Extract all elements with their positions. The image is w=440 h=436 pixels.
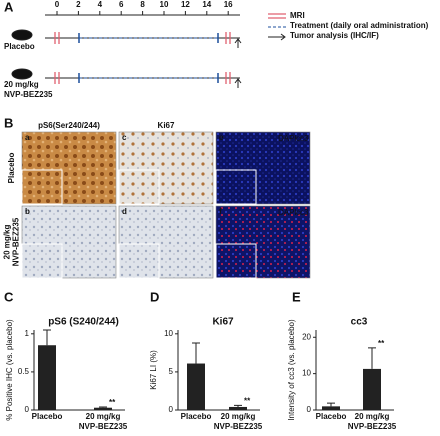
tile-image xyxy=(21,131,117,205)
time-tick-label: 4 xyxy=(98,0,103,9)
y-axis-label: % Positive IHC (vs. placebo) xyxy=(5,319,14,421)
timeline-layout xyxy=(11,13,286,88)
time-tick-label: 16 xyxy=(224,0,233,9)
tile-image xyxy=(118,205,214,279)
column-label: pS6(Ser240/244) xyxy=(38,121,100,130)
x-tick-label: 20 mg/kg xyxy=(221,412,256,421)
tile-image xyxy=(215,131,311,205)
y-tick-label: 0 xyxy=(25,405,30,414)
bar xyxy=(229,406,247,410)
panel-label: D xyxy=(150,289,159,304)
y-tick-label: 0.5 xyxy=(18,367,30,376)
tile-letter: d xyxy=(122,207,127,216)
panel-label: C xyxy=(4,289,14,304)
inset xyxy=(21,169,63,205)
time-tick-label: 12 xyxy=(181,0,190,9)
x-note: NVP-BEZ235 xyxy=(348,422,397,431)
row-label: Placebo xyxy=(7,153,16,184)
bar xyxy=(38,345,56,410)
significance: ** xyxy=(244,397,251,406)
mouse-icon xyxy=(11,29,33,41)
group-label: NVP-BEZ235 xyxy=(4,90,53,99)
stain-label: DAPI xyxy=(278,134,297,143)
column-label: Ki67 xyxy=(158,121,175,130)
y-tick-label: 0 xyxy=(169,405,174,414)
tile-letter: c xyxy=(122,133,127,142)
y-tick-label: 10 xyxy=(164,329,173,338)
tile-letter: a xyxy=(25,133,30,142)
analysis-arrows xyxy=(234,38,242,88)
y-tick-label: 20 xyxy=(302,332,311,341)
chart-title: cc3 xyxy=(351,317,368,328)
y-tick-label: 0 xyxy=(307,405,312,414)
chart-title: Ki67 xyxy=(212,317,234,328)
micrograph-tiles xyxy=(21,131,311,279)
legend-label: Tumor analysis (IHC/IF) xyxy=(290,31,379,40)
bar xyxy=(322,406,340,410)
x-tick-label: 20 mg/kg xyxy=(86,412,121,421)
chart-title: pS6 (S240/244) xyxy=(48,317,119,328)
time-tick-label: 8 xyxy=(140,0,145,9)
group-label: 20 mg/kg xyxy=(4,80,39,89)
error-bar xyxy=(234,404,242,407)
time-tick-label: 2 xyxy=(76,0,81,9)
error-bar xyxy=(192,342,200,364)
tile-letter: b xyxy=(25,207,30,216)
inset xyxy=(215,243,257,279)
legend-mri xyxy=(268,13,286,19)
inset xyxy=(118,169,160,205)
stain-label: cc3 xyxy=(296,134,309,143)
row-label: 20 mg/kg xyxy=(3,225,12,260)
inset xyxy=(118,243,160,279)
panel-label: B xyxy=(4,115,13,130)
x-note: NVP-BEZ235 xyxy=(214,422,263,431)
tile-image xyxy=(118,131,214,205)
tile-letter: f xyxy=(219,207,222,216)
error-bar xyxy=(368,347,376,369)
inset xyxy=(215,169,257,205)
y-tick-label: 5 xyxy=(169,367,174,376)
mouse-icon xyxy=(11,68,33,80)
tile-image xyxy=(215,205,311,279)
x-tick-label: Placebo xyxy=(181,412,212,421)
tile-letter: e xyxy=(219,133,224,142)
x-tick-label: Placebo xyxy=(316,412,347,421)
time-tick-label: 6 xyxy=(119,0,124,9)
stain-label: DAPI xyxy=(278,208,297,217)
treatment-markers xyxy=(78,33,219,83)
significance: ** xyxy=(378,339,385,348)
y-axis-label: Intensity of cc3 (vs. placebo) xyxy=(287,319,296,421)
x-tick-label: Placebo xyxy=(32,412,63,421)
error-bar xyxy=(327,402,335,407)
time-tick-label: 10 xyxy=(160,0,169,9)
bar xyxy=(187,363,205,410)
group-label: Placebo xyxy=(4,42,35,51)
inset xyxy=(21,243,63,279)
bar xyxy=(94,407,112,410)
tile-image xyxy=(21,205,117,279)
panel-label: E xyxy=(292,289,301,304)
stain-label: cc3 xyxy=(296,208,309,217)
bar xyxy=(363,368,381,410)
legend-label: Treatment (daily oral administration) xyxy=(290,21,429,30)
panel-label: A xyxy=(4,0,14,14)
legend-label: MRI xyxy=(290,11,305,20)
significance: ** xyxy=(109,398,116,407)
error-bar xyxy=(99,406,107,408)
y-tick-label: 1 xyxy=(25,329,30,338)
row-label: NVP-BEZ235 xyxy=(12,217,21,266)
time-tick-label: 14 xyxy=(202,0,211,9)
legend-arrow xyxy=(268,33,286,41)
y-tick-label: 10 xyxy=(302,369,311,378)
x-tick-label: 20 mg/kg xyxy=(355,412,390,421)
mri-markers xyxy=(54,32,231,84)
error-bar xyxy=(43,329,51,346)
time-tick-label: 0 xyxy=(55,0,60,9)
x-note: NVP-BEZ235 xyxy=(79,422,128,431)
y-axis-label: Ki67 LI (%) xyxy=(149,350,158,390)
